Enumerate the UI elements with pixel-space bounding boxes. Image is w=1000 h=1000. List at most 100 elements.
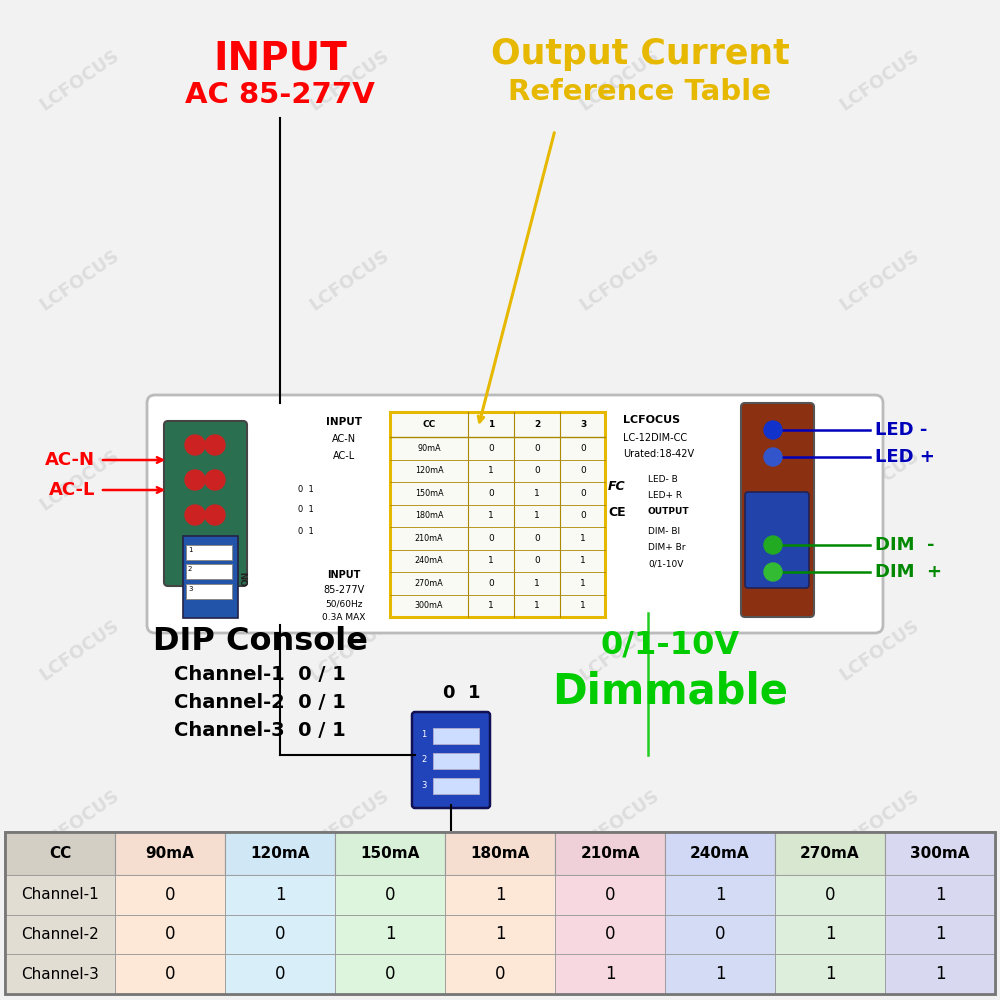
Text: 270mA: 270mA — [415, 579, 443, 588]
Text: 1: 1 — [715, 886, 725, 904]
Bar — [433, 753, 479, 769]
Text: Channel-3  0 / 1: Channel-3 0 / 1 — [174, 720, 346, 740]
Text: LCFOCUS: LCFOCUS — [307, 46, 393, 114]
Text: 2: 2 — [188, 566, 192, 572]
Text: 3: 3 — [580, 420, 586, 429]
Text: 1: 1 — [534, 579, 540, 588]
Text: OUTPUT: OUTPUT — [648, 508, 690, 516]
Bar — [115, 875, 225, 915]
Text: Channel-1: Channel-1 — [21, 887, 99, 902]
Text: CC: CC — [49, 846, 71, 861]
Text: LCFOCUS: LCFOCUS — [837, 616, 923, 684]
Text: 0: 0 — [165, 965, 175, 983]
Bar — [115, 954, 225, 994]
Text: DIM- Bl: DIM- Bl — [648, 528, 680, 536]
Bar — [186, 564, 232, 579]
Text: 1: 1 — [488, 556, 494, 565]
Text: AC-L: AC-L — [49, 481, 95, 499]
Text: INPUT: INPUT — [327, 570, 361, 580]
Text: 1: 1 — [488, 420, 494, 429]
Text: 0: 0 — [488, 489, 494, 498]
Text: 0/1-10V: 0/1-10V — [648, 560, 683, 568]
Text: Channel-1  0 / 1: Channel-1 0 / 1 — [174, 666, 346, 684]
Text: CC: CC — [422, 420, 436, 429]
Text: LCFOCUS: LCFOCUS — [577, 786, 663, 854]
Text: 1: 1 — [488, 466, 494, 475]
Bar — [390, 412, 605, 617]
Text: LCFOCUS: LCFOCUS — [37, 616, 123, 684]
Text: ON: ON — [242, 570, 250, 586]
Bar — [445, 832, 555, 875]
Text: 270mA: 270mA — [800, 846, 860, 861]
Text: LCFOCUS: LCFOCUS — [37, 46, 123, 114]
Text: DIM  +: DIM + — [875, 563, 942, 581]
Bar — [225, 915, 335, 954]
Text: 1: 1 — [580, 579, 586, 588]
Text: FC: FC — [608, 481, 626, 493]
Bar — [225, 832, 335, 875]
Text: 1: 1 — [534, 489, 540, 498]
Text: DIM+ Br: DIM+ Br — [648, 544, 686, 552]
Text: 0: 0 — [495, 965, 505, 983]
Text: 1: 1 — [421, 730, 427, 739]
Circle shape — [764, 448, 782, 466]
Text: AC-L: AC-L — [333, 451, 355, 461]
Text: 3: 3 — [421, 781, 427, 790]
Text: LCFOCUS: LCFOCUS — [577, 446, 663, 514]
Bar — [5, 832, 995, 994]
Text: 1: 1 — [580, 556, 586, 565]
Text: 85-277V: 85-277V — [323, 585, 365, 595]
Text: INPUT: INPUT — [326, 417, 362, 427]
Bar — [115, 832, 225, 875]
Text: 240mA: 240mA — [690, 846, 750, 861]
Text: CE: CE — [608, 506, 626, 518]
Text: LCFOCUS: LCFOCUS — [577, 616, 663, 684]
Text: LCFOCUS: LCFOCUS — [37, 246, 123, 314]
Circle shape — [185, 470, 205, 490]
Text: LCFOCUS: LCFOCUS — [307, 786, 393, 854]
Text: 300mA: 300mA — [415, 601, 443, 610]
Text: AC-N: AC-N — [45, 451, 95, 469]
Bar — [775, 875, 885, 915]
Text: 2: 2 — [534, 420, 540, 429]
Text: LCFOCUS: LCFOCUS — [307, 246, 393, 314]
Bar — [445, 875, 555, 915]
Text: Dimmable: Dimmable — [552, 671, 788, 713]
Bar — [885, 832, 995, 875]
Text: 0: 0 — [488, 579, 494, 588]
Text: LCFOCUS: LCFOCUS — [837, 446, 923, 514]
Bar — [5, 832, 115, 875]
Text: LCFOCUS: LCFOCUS — [837, 46, 923, 114]
Bar — [555, 915, 665, 954]
Text: 0: 0 — [580, 466, 586, 475]
Text: LCFOCUS: LCFOCUS — [307, 616, 393, 684]
Text: 1: 1 — [488, 511, 494, 520]
Bar — [5, 954, 115, 994]
Text: 0: 0 — [488, 444, 494, 453]
Text: 1: 1 — [825, 965, 835, 983]
Text: 150mA: 150mA — [360, 846, 420, 861]
Text: LED +: LED + — [875, 448, 935, 466]
Text: 0: 0 — [605, 925, 615, 943]
Text: 0.3A MAX: 0.3A MAX — [322, 613, 366, 622]
Text: 1: 1 — [275, 886, 285, 904]
Text: 1: 1 — [715, 965, 725, 983]
Circle shape — [185, 435, 205, 455]
Text: 120mA: 120mA — [250, 846, 310, 861]
Bar — [225, 954, 335, 994]
FancyBboxPatch shape — [164, 421, 247, 586]
Text: LED+ R: LED+ R — [648, 491, 682, 500]
Bar — [775, 954, 885, 994]
Bar — [665, 954, 775, 994]
Text: 1: 1 — [534, 511, 540, 520]
Text: 120mA: 120mA — [415, 466, 443, 475]
Text: Reference Table: Reference Table — [509, 78, 772, 106]
Text: 1: 1 — [935, 965, 945, 983]
Text: 0: 0 — [580, 444, 586, 453]
Text: 210mA: 210mA — [415, 534, 443, 543]
Text: Channel-2  0 / 1: Channel-2 0 / 1 — [174, 694, 346, 712]
Text: 2: 2 — [421, 756, 427, 764]
Bar — [433, 778, 479, 794]
Circle shape — [205, 470, 225, 490]
Bar — [225, 875, 335, 915]
